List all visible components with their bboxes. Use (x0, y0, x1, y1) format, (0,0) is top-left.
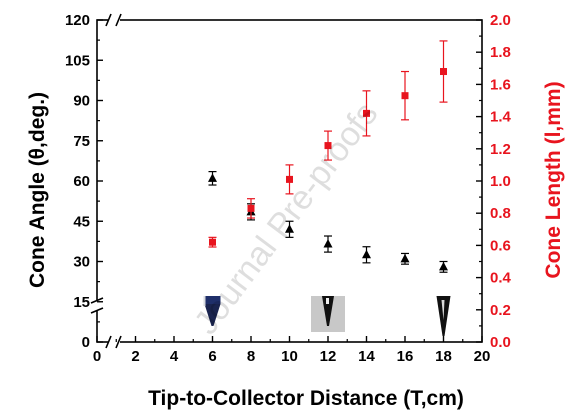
data-point-square (324, 142, 332, 150)
y-right-tick-label: 1.6 (490, 76, 511, 93)
x-axis-break-mark (105, 13, 112, 27)
x-tick-label: 20 (474, 348, 491, 365)
cone-tip (322, 296, 334, 326)
cone-droplet-image-long (436, 296, 451, 336)
x-tick-label: 8 (247, 348, 255, 365)
series-cone-length (208, 40, 448, 248)
x-tick-label: 4 (170, 348, 179, 365)
series-cone-angle (208, 171, 448, 273)
data-point-square (209, 238, 216, 246)
y-left-tick-label: 60 (73, 173, 90, 190)
y-right-tick-label: 1.8 (490, 44, 511, 61)
data-point-triangle (400, 253, 410, 263)
data-point-square (440, 68, 447, 76)
data-point-triangle (362, 249, 371, 259)
y-left-tick-label: 15 (73, 294, 90, 311)
cone-highlight (203, 296, 206, 306)
cone-tip (204, 304, 221, 326)
cone-highlight (326, 298, 329, 304)
x-tick-label: 10 (281, 348, 298, 365)
y-right-tick-label: 0.6 (490, 237, 511, 254)
x-axis-break-mark (115, 335, 122, 349)
y-axis-break-mark (90, 297, 104, 304)
cone-droplet-image-blue (203, 296, 221, 326)
y-right-tick-label: 0.2 (490, 302, 511, 319)
y-right-tick-label: 1.2 (490, 141, 511, 158)
y-right-tick-label: 1.0 (490, 173, 511, 190)
cone-highlight (441, 300, 445, 320)
watermark: Journal Pre-proofs (187, 95, 386, 341)
cone-inset-images (203, 296, 451, 336)
y-right-tick-label: 2.0 (490, 12, 511, 29)
y-left-tick-label: 0 (82, 334, 90, 351)
y-right-tick-label: 0.4 (490, 270, 512, 287)
y-axis-break-gap (93, 301, 101, 311)
x-axis-break-gap-top (108, 16, 120, 24)
y-axis-label-left: Cone Angle (θ,deg.) (26, 92, 49, 288)
y-left-tick-label: 120 (65, 12, 90, 29)
data-point-triangle (323, 239, 333, 248)
x-tick-label: 16 (397, 348, 414, 365)
data-point-square (363, 109, 370, 117)
x-axis-break-mark (115, 13, 122, 27)
x-tick-label: 2 (131, 348, 139, 365)
y-right-tick-label: 0.0 (490, 334, 511, 351)
data-point-square (286, 175, 293, 183)
data-point-triangle (285, 224, 294, 233)
cone-droplet-image-short (311, 296, 345, 332)
y-left-tick-label: 30 (73, 254, 90, 271)
data-point-square (247, 204, 255, 212)
x-tick-label: 14 (358, 348, 375, 365)
data-marks (208, 40, 448, 273)
x-tick-label: 18 (435, 348, 452, 365)
y-right-tick-label: 1.4 (490, 109, 512, 126)
y-axis-break-mark (90, 307, 104, 314)
axes: 01530456075901051200.00.20.40.60.81.01.2… (65, 12, 512, 365)
cone-base (204, 296, 221, 304)
x-tick-label: 0 (93, 348, 101, 365)
data-point-square (401, 92, 409, 100)
x-axis-break-mark (105, 335, 112, 349)
x-tick-label: 12 (320, 348, 337, 365)
x-axis-break-gap-bottom (108, 338, 120, 346)
y-left-tick-label: 105 (65, 52, 90, 69)
x-tick-label: 6 (208, 348, 216, 365)
y-axis-label-right: Cone Length (l,mm) (542, 81, 565, 278)
data-point-triangle (208, 173, 217, 182)
y-left-tick-label: 90 (73, 93, 90, 110)
data-point-triangle (439, 261, 448, 271)
x-axis-label: Tip-to-Collector Distance (T,cm) (148, 387, 464, 410)
y-right-tick-label: 0.8 (490, 205, 511, 222)
y-left-tick-label: 45 (73, 213, 90, 230)
y-left-tick-label: 75 (73, 133, 90, 150)
